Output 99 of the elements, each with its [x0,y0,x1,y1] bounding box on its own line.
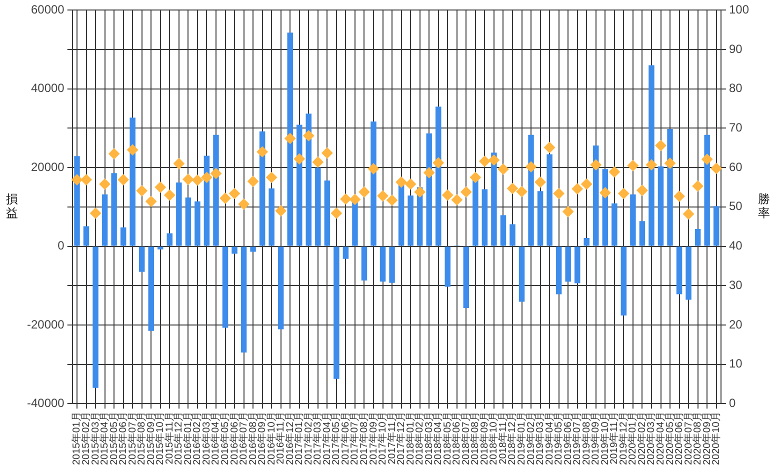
y2-tick-label: 10 [728,356,743,371]
bar [380,246,386,282]
bar [120,227,126,246]
x-tick-label: 2017年02月 [302,412,314,466]
bar [194,201,200,246]
x-tick-label: 2015年05月 [108,412,120,466]
bar [408,196,414,246]
bar [158,246,164,250]
x-tick-label: 2018年05月 [441,412,454,466]
y-tick-label: -40000 [26,396,65,410]
bar [676,246,682,294]
x-tick-label: 2019年10月 [598,412,611,466]
y2-tick-label: 50 [728,199,743,214]
y2-tick-label: 60 [728,160,743,174]
x-tick-label: 2016年10月 [265,412,278,466]
x-tick-label: 2019年04月 [543,412,556,466]
x-tick-label: 2019年08月 [580,412,592,466]
y-tick-label: 40000 [30,81,65,96]
bar [342,246,349,259]
y2-tick-label: 70 [728,120,743,135]
bar [500,215,506,246]
bar [334,246,340,379]
bar [620,246,627,316]
bar [537,191,544,246]
x-tick-label: 2017年08月 [358,412,370,466]
x-tick-label: 2017年04月 [320,412,333,466]
x-tick-label: 2017年11月 [386,412,398,464]
bar [92,246,98,388]
bar [222,246,228,328]
x-tick-label: 2019年12月 [617,412,630,466]
x-tick-label: 2020年10月 [710,412,722,466]
x-tick-label: 2017年06月 [339,412,352,466]
bar [83,226,90,246]
bar [185,197,192,246]
bar [694,228,701,246]
x-tick-label: 2017年09月 [367,412,380,466]
y-tick-label: -20000 [26,317,65,332]
y2-axis-title: 勝率 [758,192,770,220]
x-tick-label: 2016年06月 [228,412,240,466]
y-tick-label: 0 [58,238,65,253]
bar [176,182,182,246]
y-tick-label: 60000 [30,2,65,17]
x-tick-label: 2016年01月 [182,412,194,466]
bar [444,246,451,287]
y2-tick-label: 30 [728,278,743,292]
bar [138,246,145,272]
bar [482,189,488,246]
bar [166,233,173,246]
x-tick-label: 2018年03月 [422,412,435,466]
bar [463,246,470,308]
bar [389,246,395,283]
bar [612,203,618,246]
x-tick-label: 2015年07月 [126,412,138,466]
x-tick-label: 2019年06月 [562,412,574,466]
x-tick-label: 2019年02月 [524,412,537,466]
bar [639,221,646,246]
x-tick-label: 2016年03月 [200,412,212,466]
bar [250,246,256,252]
y2-tick-label: 90 [728,42,743,56]
x-tick-label: 2015年11月 [163,412,176,464]
x-tick-label: 2018年07月 [460,412,472,466]
bar [232,246,238,254]
bar [240,246,247,352]
y2-tick-label: 80 [728,81,743,96]
y-axis-title: 損益 [6,192,18,220]
x-tick-label: 2020年04月 [654,412,666,466]
bar [556,246,562,294]
bar [658,166,664,246]
bar [510,224,516,246]
x-tick-label: 2016年12月 [284,412,296,466]
x-tick-label: 2015年03月 [89,412,102,466]
x-tick-label: 2015年09月 [144,412,157,466]
x-tick-label: 2018年01月 [404,412,416,466]
bar [111,173,117,246]
bar [278,246,284,330]
bar [565,246,571,282]
bar [102,194,108,246]
bar [574,246,580,284]
bar [686,246,692,300]
x-tick-label: 2020年05月 [664,412,676,466]
y-tick-label: 20000 [30,160,65,174]
x-tick-label: 2020年07月 [682,412,694,466]
y2-tick-label: 40 [728,238,743,253]
bar [518,246,525,302]
bar [361,246,368,280]
bar [324,180,330,246]
bar [584,238,590,246]
bar [268,188,274,246]
x-tick-label: 2016年08月 [246,412,259,466]
y2-tick-label: 20 [728,317,743,332]
y2-tick-label: 0 [728,396,736,410]
bar [148,246,154,331]
x-tick-label: 2020年02月 [636,412,648,466]
bar [630,194,636,246]
x-tick-label: 2018年11月 [496,412,509,464]
y2-tick-label: 100 [728,2,750,17]
x-tick-label: 2020年09月 [700,412,713,466]
x-tick-label: 2018年09月 [478,412,490,466]
bar [713,206,720,246]
